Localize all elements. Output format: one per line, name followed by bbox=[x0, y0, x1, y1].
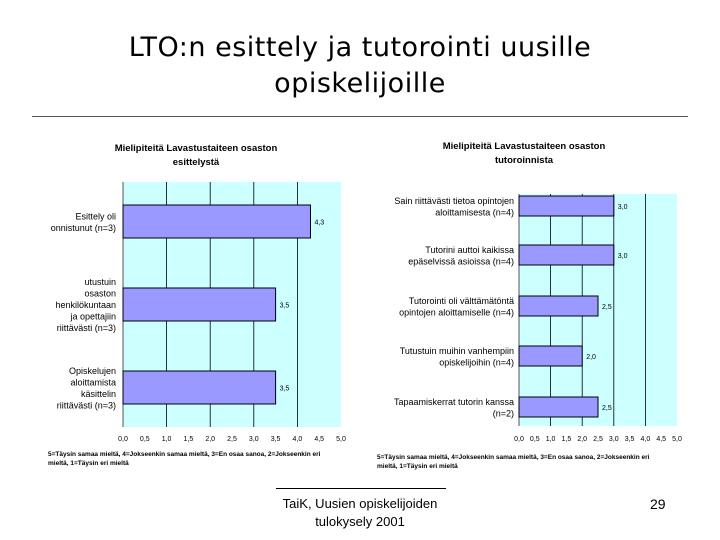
page-number: 29 bbox=[650, 496, 666, 512]
chart1-category-label: ja opettajiin bbox=[69, 312, 116, 322]
chart1-tick-label: 3,5 bbox=[271, 436, 281, 443]
chart1-category-label: osaston bbox=[84, 289, 116, 299]
slide-title-line1: LTO:n esittely ja tutorointi uusille bbox=[128, 32, 592, 63]
footer-line2: tulokysely 2001 bbox=[315, 514, 405, 529]
chart2-category-label: opintojen aloittamiselle (n=4) bbox=[399, 307, 514, 317]
chart1-category-label: aloittamista bbox=[70, 377, 116, 387]
chart1-category-label: onnistunut (n=3) bbox=[51, 223, 116, 233]
footer-line1: TaiK, Uusien opiskelijoiden bbox=[282, 496, 438, 511]
chart2-category-label: Tutustuin muihin vanhempiin bbox=[400, 346, 514, 356]
title-divider bbox=[32, 116, 688, 117]
chart1-bar bbox=[122, 370, 277, 405]
chart2-tick-label: 2,5 bbox=[593, 436, 603, 443]
chart1-category-label: henkilökuntaan bbox=[55, 300, 116, 310]
chart2-tick-label: 4,0 bbox=[641, 436, 651, 443]
chart1-tick-label: 2,5 bbox=[227, 436, 237, 443]
chart1-title-line: esittelystä bbox=[173, 157, 220, 168]
chart2-category-label: Tutorointi oli välttämätöntä bbox=[409, 296, 514, 306]
chart1-category-label: riittävästi (n=3) bbox=[57, 400, 116, 410]
chart1-tick-label: 0,0 bbox=[118, 436, 128, 443]
chart1-value-label: 3,5 bbox=[280, 303, 290, 310]
chart1-title-line: Mielipiteitä Lavastustaiteen osaston bbox=[115, 143, 278, 154]
chart2-tick-label: 1,0 bbox=[546, 436, 556, 443]
chart2-scale-note: 5=Täysin samaa mieltä, 4=Jokseenkin sama… bbox=[377, 454, 650, 461]
chart1-tick-label: 5,0 bbox=[336, 436, 346, 443]
chart2-value-label: 2,0 bbox=[586, 354, 596, 361]
chart2-bar bbox=[518, 396, 599, 418]
chart2-category-label: Sain riittävästi tietoa opintojen bbox=[394, 196, 514, 206]
chart2-title-line: Mielipiteitä Lavastustaiteen osaston bbox=[443, 141, 606, 152]
chart2-tick-label: 1,5 bbox=[562, 436, 572, 443]
footer-divider bbox=[276, 488, 446, 489]
slide-title: LTO:n esittely ja tutorointi uusille opi… bbox=[40, 30, 680, 102]
chart1-tick-label: 2,0 bbox=[205, 436, 215, 443]
chart2-bar bbox=[518, 244, 615, 266]
chart1-bar bbox=[122, 204, 311, 239]
chart2-bar bbox=[518, 195, 615, 217]
chart2-title-line: tutoroinnista bbox=[495, 155, 554, 166]
chart1-tick-label: 1,5 bbox=[184, 436, 194, 443]
chart2-bar bbox=[518, 295, 599, 317]
chart2-category-label: Tapaamiskerrat tutorin kanssa bbox=[394, 397, 514, 407]
chart2-category-label: (n=2) bbox=[493, 408, 514, 418]
chart2-tick-label: 3,0 bbox=[609, 436, 619, 443]
chart2-category-label: Tutorini auttoi kaikissa bbox=[425, 245, 514, 255]
chart1-value-label: 4,3 bbox=[314, 220, 324, 227]
chart2-scale-note: mieltä, 1=Täysin eri mieltä bbox=[377, 463, 458, 470]
chart2-tick-label: 0,0 bbox=[514, 436, 524, 443]
chart1-category-label: riittävästi (n=3) bbox=[57, 323, 116, 333]
chart1-scale-note: mieltä, 1=Täysin eri mieltä bbox=[48, 460, 129, 467]
chart1-category-label: Esittely oli bbox=[75, 211, 116, 221]
slide-title-line2: opiskelijoille bbox=[274, 68, 446, 99]
chart2-tick-label: 0,5 bbox=[530, 436, 540, 443]
chart1-category-label: käsittelin bbox=[81, 389, 116, 399]
chart1-category-label: utustuin bbox=[84, 277, 116, 287]
chart1-tick-label: 0,5 bbox=[140, 436, 150, 443]
chart2-tick-label: 4,5 bbox=[656, 436, 666, 443]
chart2-bar bbox=[518, 345, 583, 367]
chart2-category-label: opiskelijoihin (n=4) bbox=[439, 357, 514, 367]
chart2-value-label: 3,0 bbox=[618, 204, 628, 211]
chart1-scale-note: 5=Täysin samaa mieltä, 4=Jokseenkin sama… bbox=[48, 451, 321, 458]
chart2-value-label: 3,0 bbox=[618, 253, 628, 260]
chart1-tick-label: 3,0 bbox=[249, 436, 259, 443]
footer-source: TaiK, Uusien opiskelijoiden tulokysely 2… bbox=[250, 495, 470, 531]
chart2-category-label: epäselvissä asioissa (n=4) bbox=[408, 256, 514, 266]
chart1-category-label: Opiskelujen bbox=[69, 366, 116, 376]
chart1-tick-label: 1,0 bbox=[162, 436, 172, 443]
chart1-value-label: 3,5 bbox=[280, 386, 290, 393]
chart1-tick-label: 4,0 bbox=[293, 436, 303, 443]
chart2-value-label: 2,5 bbox=[602, 405, 612, 412]
chart2-category-label: aloittamisesta (n=4) bbox=[435, 207, 514, 217]
chart2-tick-label: 5,0 bbox=[672, 436, 682, 443]
chart2-value-label: 2,5 bbox=[602, 304, 612, 311]
chart1-tick-label: 4,5 bbox=[314, 436, 324, 443]
chart1-bar bbox=[122, 287, 277, 322]
chart2-tick-label: 2,0 bbox=[577, 436, 587, 443]
chart2-tick-label: 3,5 bbox=[625, 436, 635, 443]
